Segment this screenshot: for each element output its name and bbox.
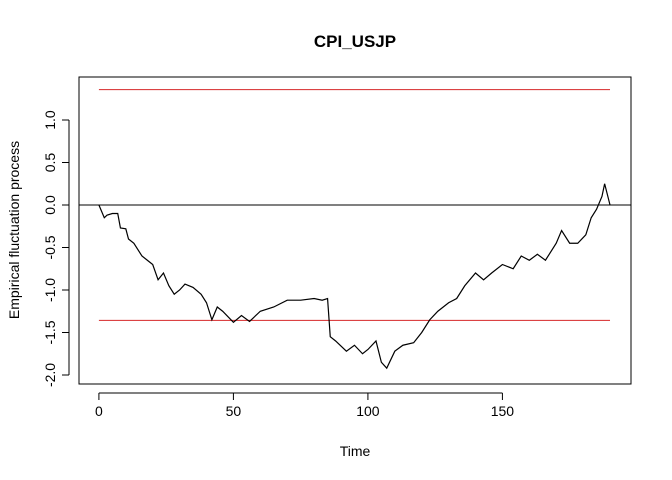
y-axis-label: Empirical fluctuation process	[6, 141, 22, 319]
x-axis-label: Time	[340, 443, 371, 459]
y-tick-label: 0.0	[42, 195, 58, 215]
plot-frame	[78, 76, 632, 385]
x-tick-label: 100	[356, 403, 380, 419]
fluctuation-line	[98, 183, 611, 370]
y-tick-label: -1.0	[42, 278, 58, 302]
y-tick-label: -1.5	[42, 320, 58, 344]
y-tick-label: 1.0	[42, 110, 58, 130]
x-tick-label: 50	[226, 403, 242, 419]
y-tick-label: 0.5	[42, 153, 58, 173]
x-tick-label: 0	[95, 403, 103, 419]
chart-title: CPI_USJP	[314, 32, 396, 51]
x-tick-label: 150	[491, 403, 515, 419]
y-tick-label: -2.0	[42, 363, 58, 387]
y-tick-label: -0.5	[42, 235, 58, 259]
